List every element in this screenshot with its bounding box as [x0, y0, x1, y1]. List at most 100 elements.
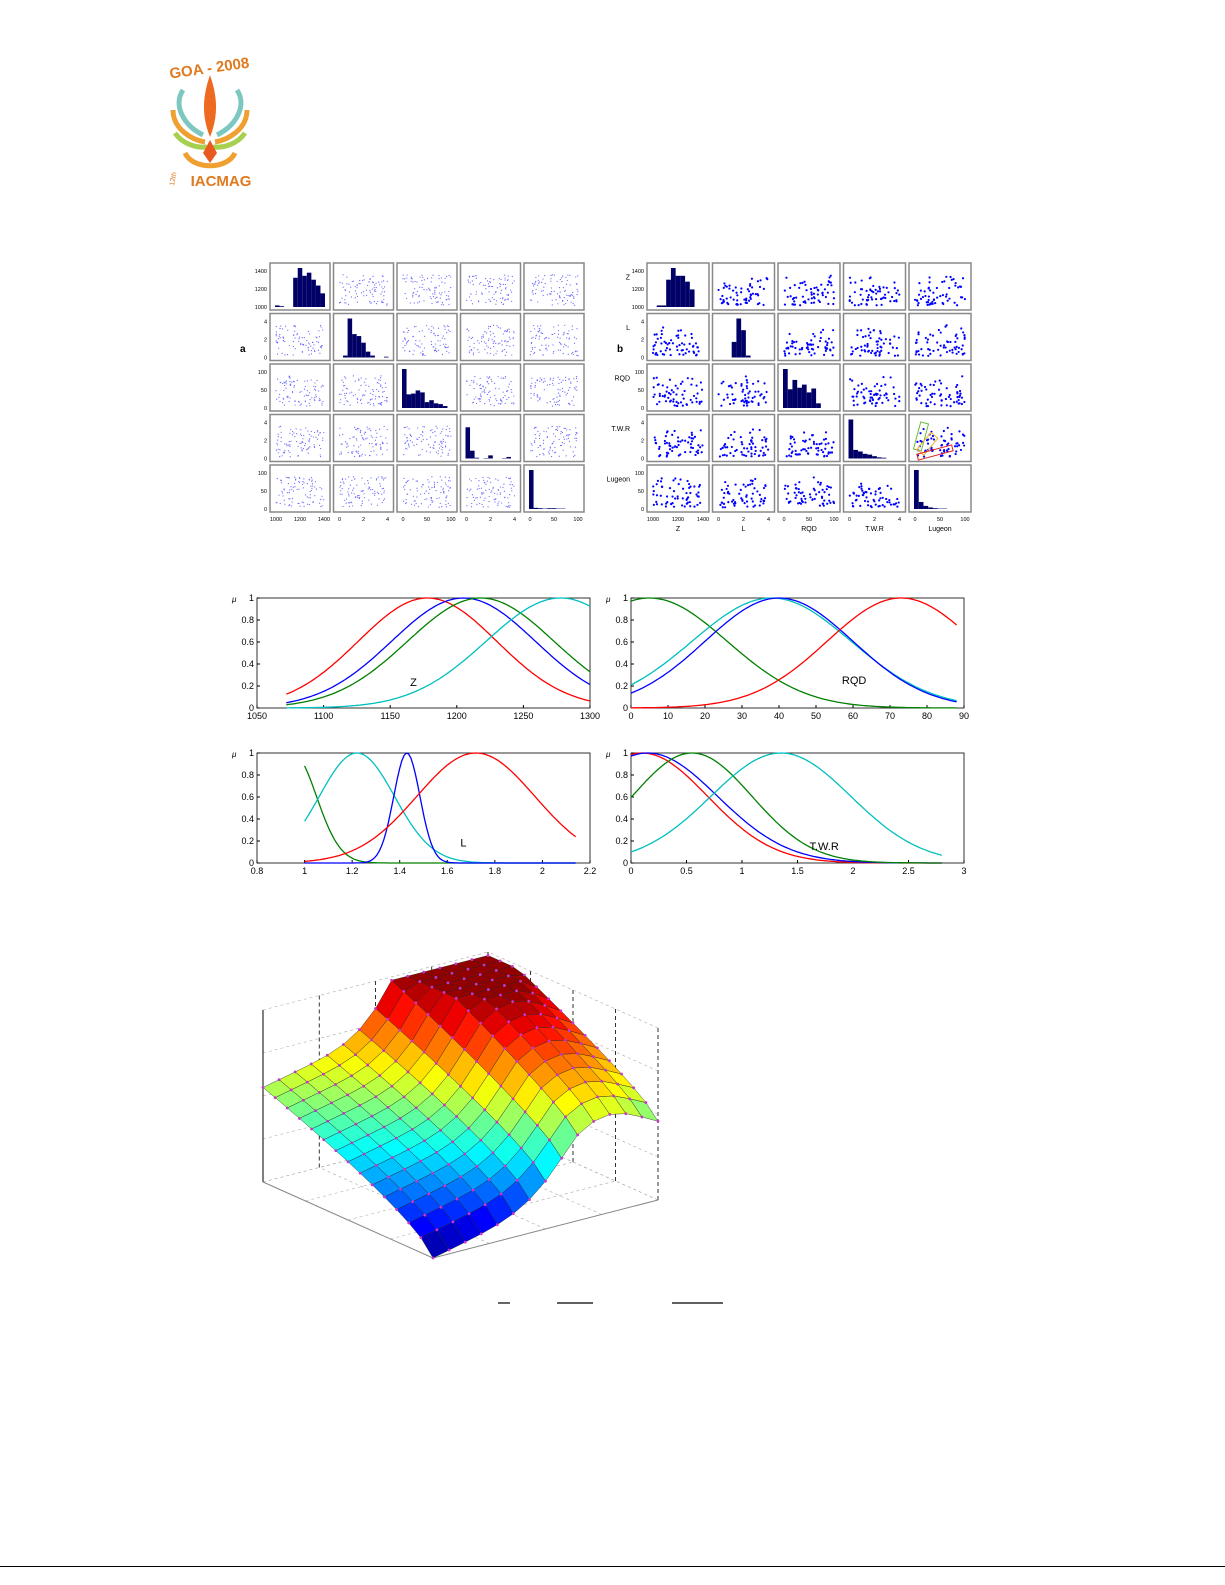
scatter-point	[381, 476, 383, 478]
panel-letter: a	[240, 344, 246, 355]
scatter-point	[434, 290, 436, 292]
scatter-point	[822, 504, 825, 507]
scatter-point	[386, 428, 388, 431]
scatter-point	[488, 488, 490, 490]
scatter-point	[418, 436, 420, 439]
matrix-cell	[646, 363, 710, 412]
scatter-point	[362, 291, 364, 293]
scatter-point	[370, 302, 372, 304]
surface-node-marker	[551, 1100, 555, 1104]
scatter-point	[945, 350, 949, 354]
scatter-point	[405, 481, 407, 483]
scatter-point	[857, 303, 860, 307]
scatter-point	[549, 447, 551, 449]
scatter-point	[317, 434, 320, 436]
scatter-point	[856, 346, 859, 350]
scatter-point	[740, 287, 743, 290]
scatter-point	[405, 502, 407, 504]
scatter-point	[666, 343, 669, 346]
scatter-point	[815, 442, 818, 446]
scatter-point	[355, 438, 357, 440]
scatter-point	[790, 455, 793, 458]
scatter-point	[675, 393, 678, 396]
scatter-point	[532, 293, 534, 295]
scatter-point	[566, 392, 568, 394]
scatter-point	[444, 338, 446, 340]
scatter-point	[351, 280, 353, 283]
scatter-point	[931, 300, 934, 303]
scatter-point	[382, 280, 385, 282]
scatter-point	[304, 380, 306, 382]
matrix-cell	[269, 413, 331, 463]
scatter-point	[281, 401, 284, 404]
surface-node-marker	[470, 958, 474, 961]
scatter-point	[375, 286, 377, 289]
scatter-point	[480, 398, 482, 400]
variable-label: Lugeon	[928, 526, 951, 533]
scatter-point	[577, 275, 579, 277]
scatter-point	[681, 497, 684, 500]
scatter-point	[339, 427, 341, 429]
scatter-point	[288, 441, 290, 443]
scatter-point	[489, 396, 492, 398]
scatter-point	[376, 478, 378, 480]
scatter-point	[492, 285, 494, 288]
scatter-point	[574, 304, 576, 306]
histogram-bar	[315, 285, 321, 307]
surface-node-marker	[370, 1038, 373, 1042]
scatter-point	[929, 401, 932, 404]
matrix-cell	[711, 312, 776, 362]
scatter-point	[307, 430, 309, 432]
scatter-point	[960, 402, 964, 406]
scatter-point	[818, 504, 821, 507]
scatter-point	[550, 287, 553, 289]
x-tick-label: 10	[663, 711, 673, 721]
scatter-point	[371, 288, 373, 290]
scatter-point	[481, 493, 483, 495]
col-tick-label: 100	[829, 517, 838, 523]
col-tick-label: 100	[573, 517, 582, 523]
scatter-point	[289, 397, 291, 399]
scatter-point	[665, 441, 669, 444]
scatter-point	[482, 334, 484, 336]
scatter-point	[818, 339, 822, 343]
scatter-point	[848, 276, 852, 279]
scatter-point	[380, 448, 382, 450]
scatter-point	[817, 446, 820, 450]
scatter-point	[539, 437, 541, 440]
scatter-point	[279, 449, 281, 451]
row-tick-label: 50	[638, 388, 644, 394]
scatter-point	[539, 445, 542, 447]
scatter-point	[360, 455, 362, 457]
scatter-point	[828, 276, 831, 279]
scatter-point	[876, 349, 879, 353]
scatter-point	[361, 402, 363, 405]
scatter-point	[349, 437, 351, 440]
scatter-point	[295, 478, 297, 480]
scatter-point	[406, 437, 408, 439]
surface-node-marker	[386, 1106, 390, 1109]
cell-frame	[459, 464, 522, 513]
scatter-point	[947, 395, 951, 399]
scatter-point	[823, 491, 826, 494]
scatter-point	[944, 295, 948, 298]
scatter-point	[407, 443, 409, 445]
histogram-bar	[352, 334, 357, 358]
scatter-point	[471, 502, 473, 505]
surface-node-marker	[628, 1097, 632, 1101]
scatter-point	[853, 304, 856, 307]
scatter-point	[375, 282, 377, 284]
scatter-point	[546, 402, 548, 404]
scatter-point	[803, 280, 806, 283]
scatter-point	[685, 502, 688, 505]
y-tick-label: 0.2	[241, 681, 254, 691]
scatter-point	[376, 381, 378, 384]
scatter-point	[928, 281, 931, 284]
scatter-point	[545, 348, 547, 350]
scatter-point	[534, 434, 536, 436]
scatter-point	[352, 395, 355, 397]
scatter-point	[684, 352, 687, 355]
scatter-point	[361, 395, 364, 397]
surface-node-marker	[390, 1084, 394, 1088]
scatter-point	[354, 426, 356, 428]
